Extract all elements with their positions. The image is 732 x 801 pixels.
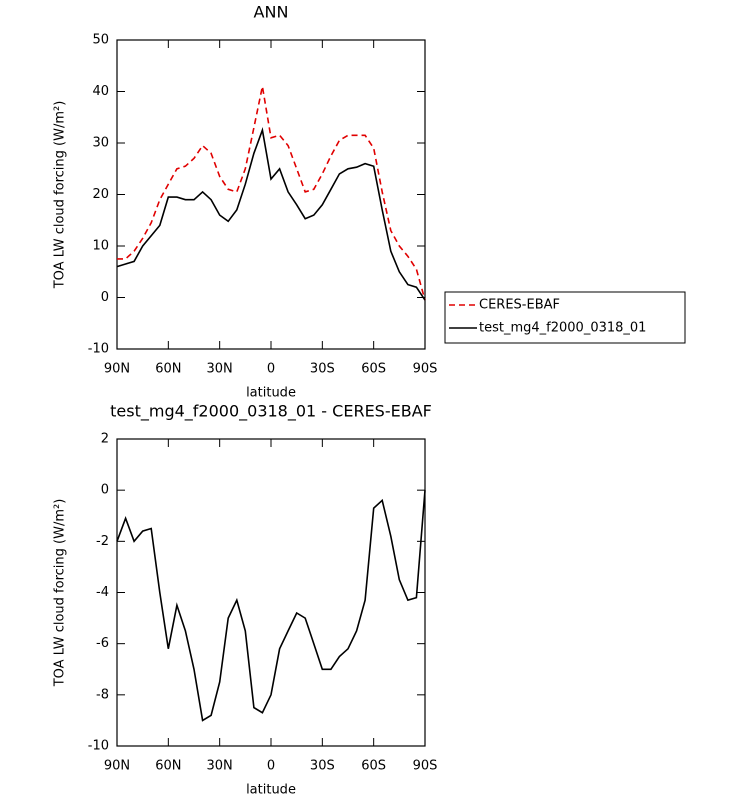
y-tick-label: 40 [92, 84, 109, 99]
y-tick-label: 0 [101, 290, 109, 305]
x-tick-label: 60S [361, 362, 386, 377]
x-tick-label: 90S [413, 362, 438, 377]
y-tick-label: -8 [96, 687, 109, 702]
x-tick-label: 90N [104, 362, 130, 377]
y-axis-label: TOA LW cloud forcing (W/m²) [53, 101, 68, 290]
x-tick-label: 30N [207, 362, 233, 377]
y-tick-label: 50 [92, 33, 109, 48]
legend-label: test_mg4_f2000_0318_01 [479, 321, 646, 336]
legend-label: CERES-EBAF [479, 298, 560, 313]
x-tick-label: 0 [267, 759, 275, 774]
x-tick-label: 60S [361, 759, 386, 774]
data-line [116, 490, 426, 722]
legend-box [444, 291, 686, 344]
chart-title: ANN [254, 3, 289, 22]
y-tick-label: 2 [101, 432, 109, 447]
x-tick-label: 90S [413, 759, 438, 774]
y-tick-label: 20 [92, 187, 109, 202]
y-tick-label: -6 [96, 636, 109, 651]
data-line [116, 127, 426, 301]
plot-frame [116, 39, 426, 350]
x-tick-label: 0 [267, 362, 275, 377]
y-tick-label: -10 [88, 739, 109, 754]
x-axis-label: latitude [246, 783, 296, 798]
y-tick-label: 30 [92, 136, 109, 151]
x-tick-label: 60N [155, 362, 181, 377]
y-tick-label: -4 [96, 585, 109, 600]
chart-title: test_mg4_f2000_0318_01 - CERES-EBAF [110, 402, 432, 422]
x-axis-label: latitude [246, 386, 296, 401]
x-tick-label: 90N [104, 759, 130, 774]
x-tick-label: 30N [207, 759, 233, 774]
data-line [117, 86, 426, 301]
y-tick-label: 10 [92, 239, 109, 254]
x-tick-label: 30S [310, 362, 335, 377]
y-tick-label: 0 [101, 483, 109, 498]
x-tick-label: 60N [155, 759, 181, 774]
x-tick-label: 30S [310, 759, 335, 774]
plot-frame [116, 438, 426, 747]
y-tick-label: -2 [96, 534, 109, 549]
y-axis-label: TOA LW cloud forcing (W/m²) [53, 499, 68, 688]
y-tick-label: -10 [88, 342, 109, 357]
